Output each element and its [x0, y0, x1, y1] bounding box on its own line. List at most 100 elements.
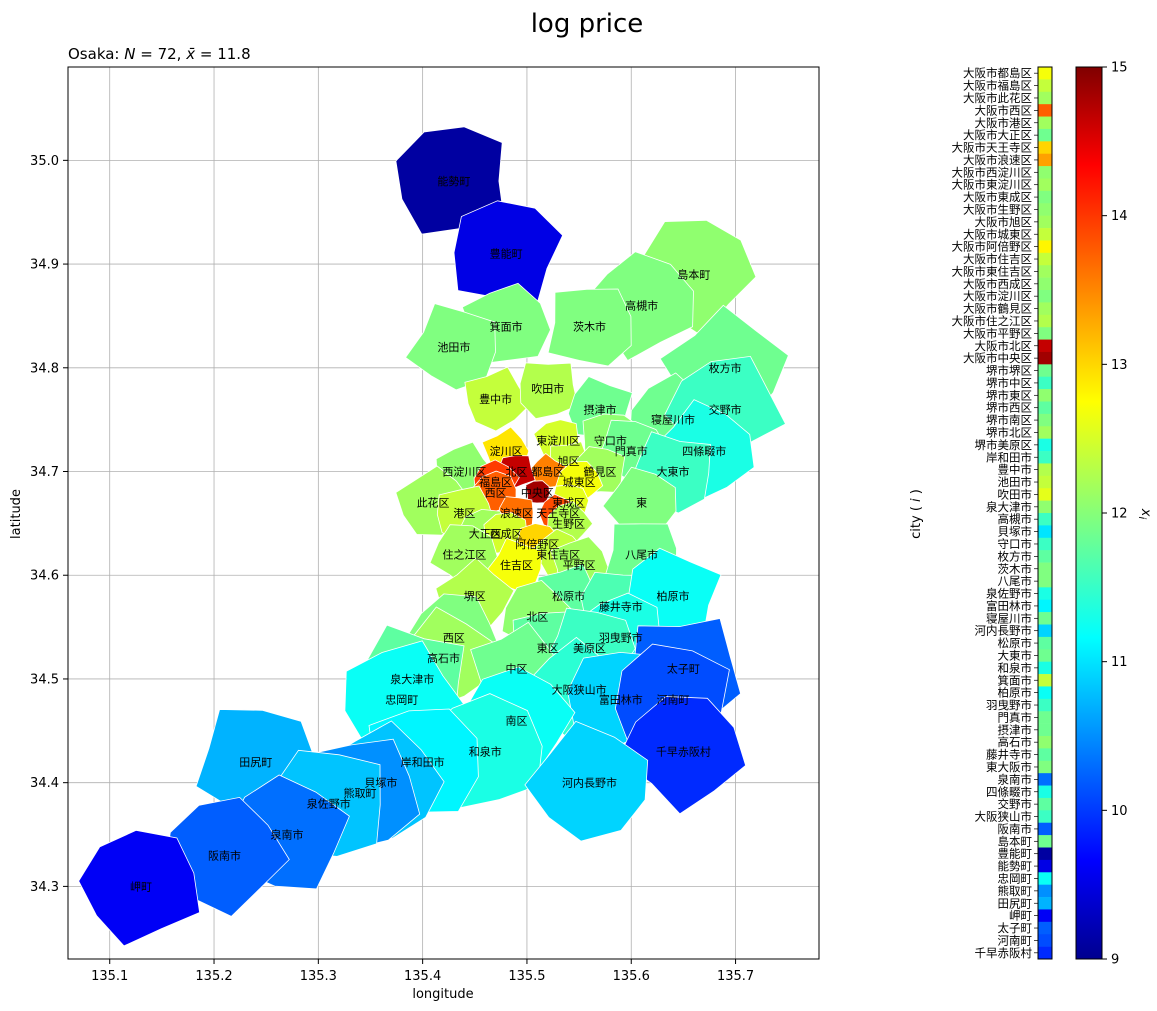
region-label: 住之江区: [442, 547, 486, 561]
strip-cell: [1038, 822, 1052, 836]
strip-city-label: 大阪市港区: [975, 116, 1033, 130]
strip-city-label: 富田林市: [986, 599, 1032, 613]
region-label: 千早赤阪村: [656, 745, 711, 759]
region-label: 淀川区: [490, 444, 523, 458]
strip-city-label: 枚方市: [998, 549, 1033, 563]
strip-cell: [1038, 351, 1052, 365]
strip-city-label: 熊取町: [998, 884, 1033, 898]
strip-cell: [1038, 624, 1052, 638]
y-tick-label: 34.8: [30, 361, 59, 376]
strip-city-label: 大阪市生野区: [963, 202, 1032, 216]
region-label: 藤井寺市: [599, 599, 643, 613]
colorbar-tick-label: 13: [1111, 358, 1128, 373]
x-axis-label: longitude: [412, 987, 473, 1002]
strip-cell: [1038, 513, 1052, 526]
strip-cell: [1038, 91, 1052, 105]
strip-city-label: 大阪市天王寺区: [952, 141, 1033, 155]
strip-city-label: 松原市: [998, 636, 1033, 650]
strip-city-label: 堺市南区: [986, 413, 1032, 427]
region-label: 岬町: [130, 880, 152, 893]
colorbar-tick-label: 15: [1111, 61, 1128, 76]
region-label: 茨木市: [573, 319, 606, 333]
strip-city-label: 門真市: [998, 710, 1033, 724]
x-tick-label: 135.1: [91, 969, 128, 984]
strip-city-label: 大阪市東住吉区: [952, 264, 1033, 278]
region-label: 旭区: [558, 454, 580, 468]
y-axis-label: latitude: [9, 489, 24, 539]
strip-cell: [1038, 587, 1052, 601]
region-label: 吹田市: [531, 382, 564, 396]
y-tick-label: 34.9: [30, 258, 59, 273]
strip-cell: [1038, 463, 1052, 477]
strip-city-label: 太子町: [998, 921, 1033, 935]
colorbar-tick-label: 12: [1111, 507, 1128, 522]
region-label: 高石市: [427, 651, 460, 665]
strip-cell: [1038, 327, 1052, 340]
region-label: 南区: [506, 714, 528, 727]
region-label: 島本町: [677, 267, 710, 281]
x-tick-label: 135.5: [508, 969, 545, 984]
x-tick-label: 135.3: [300, 969, 337, 984]
region-label: 豊中市: [479, 392, 512, 406]
strip-cell: [1038, 339, 1052, 353]
region-label: 都島区: [531, 465, 564, 479]
strip-frame: [1037, 66, 1053, 960]
strip-city-label: 池田市: [998, 475, 1033, 489]
region-label: 中区: [506, 663, 528, 676]
strip-cell: [1038, 302, 1052, 316]
strip-city-label: 河内長野市: [975, 624, 1033, 638]
strip-cell: [1038, 500, 1052, 514]
region-label: 枚方市: [709, 361, 742, 375]
strip-cell: [1038, 550, 1052, 563]
strip-cell: [1038, 178, 1052, 192]
colorbar: xi 9 10 11 12 13 14 15: [1075, 61, 1153, 968]
strip-city-label: 大阪市此花区: [963, 91, 1032, 105]
region-label: 河南町: [656, 694, 689, 707]
region-label: 阪南市: [208, 848, 241, 862]
strip-city-label: 大阪市北区: [975, 339, 1033, 353]
strip-cell: [1038, 128, 1052, 142]
strip-cell: [1038, 252, 1052, 266]
strip-cell: [1038, 314, 1052, 328]
strip-city-label: 大東市: [998, 648, 1033, 662]
region-label: 堺区: [464, 590, 486, 603]
strip-city-label: 忠岡町: [998, 871, 1033, 885]
region-label: 浪速区: [500, 506, 533, 520]
region-label: 貝塚市: [364, 776, 397, 790]
strip-cell: [1038, 215, 1052, 229]
map-region: [547, 288, 632, 367]
region-label: 四條畷市: [682, 444, 726, 458]
strip-city-label: 箕面市: [998, 673, 1033, 687]
strip-city-label: 大阪市都島区: [963, 66, 1032, 80]
strip-cell: [1038, 67, 1052, 80]
region-label: 池田市: [437, 340, 470, 354]
strip-city-label: 大阪市西淀川区: [952, 165, 1033, 179]
region-label: 能勢町: [437, 174, 470, 188]
region-label: 泉南市: [271, 828, 304, 842]
region-label: 大正区: [469, 527, 502, 541]
region-label: 岸和田市: [401, 755, 445, 769]
strip-city-label: 大阪市東淀川区: [952, 178, 1033, 192]
region-label: 河内長野市: [562, 776, 617, 790]
strip-cell: [1038, 698, 1052, 712]
strip-city-label: 高槻市: [998, 512, 1033, 526]
region-label: 熊取町: [344, 786, 377, 800]
strip-city-label: 吹田市: [998, 487, 1033, 501]
region-label: 松原市: [552, 589, 585, 603]
strip-cell: [1038, 228, 1052, 241]
map-title: Osaka: N = 72, x̄ = 11.8: [68, 45, 251, 63]
region-label: 阿倍野区: [515, 537, 559, 551]
strip-city-label: 堺市東区: [986, 388, 1032, 402]
strip-city-label: 寝屋川市: [986, 611, 1032, 625]
region-label: 柏原市: [656, 589, 689, 603]
region-label: 北区: [526, 611, 548, 624]
region-label: 忠岡町: [385, 694, 418, 707]
strip-city-label: 大阪市淀川区: [963, 289, 1032, 303]
region-label: 大阪狭山市: [552, 682, 607, 696]
strip-cell: [1038, 364, 1052, 378]
region-label: 箕面市: [490, 319, 523, 333]
strip-cell: [1038, 760, 1052, 774]
x-tick-label: 135.7: [717, 969, 754, 984]
strip-city-label: 柏原市: [998, 686, 1033, 700]
